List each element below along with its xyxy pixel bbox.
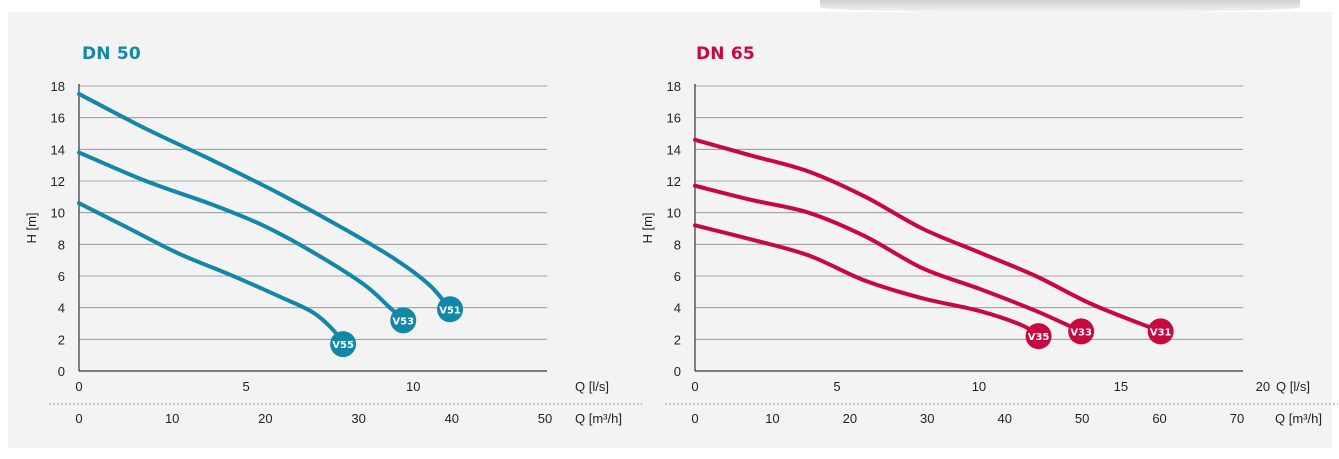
y-tick-label: 6 xyxy=(58,269,65,284)
x2-tick-label: 30 xyxy=(920,411,934,426)
y-tick-label: 8 xyxy=(674,237,681,252)
y-tick-label: 2 xyxy=(674,332,681,347)
y-tick-label: 16 xyxy=(667,111,681,126)
x2-tick-label: 50 xyxy=(538,411,552,426)
x2-tick-label: 60 xyxy=(1152,411,1166,426)
x-tick-label: 5 xyxy=(833,379,840,394)
x-tick-label: 10 xyxy=(972,379,986,394)
x2-tick-label: 10 xyxy=(765,411,779,426)
x2-tick-label: 30 xyxy=(351,411,365,426)
x2-tick-label: 50 xyxy=(1075,411,1089,426)
series-marker-v55 xyxy=(330,331,357,358)
y-tick-label: 10 xyxy=(667,206,681,221)
x2-tick-label: 0 xyxy=(75,411,82,426)
series-marker-v33 xyxy=(1068,318,1095,345)
x2-tick-label: 0 xyxy=(691,411,698,426)
y-tick-label: 12 xyxy=(667,174,681,189)
x-tick-label: 0 xyxy=(691,379,698,394)
y-tick-label: 12 xyxy=(51,174,65,189)
x-tick-label: 15 xyxy=(1114,379,1128,394)
x2-tick-label: 10 xyxy=(165,411,179,426)
series-label-v33: V33 xyxy=(1070,327,1092,338)
x2-tick-label: 70 xyxy=(1230,411,1244,426)
series-marker-v35 xyxy=(1025,323,1052,350)
x-tick-label: 0 xyxy=(75,379,82,394)
x-tick-label: 10 xyxy=(406,379,420,394)
y-tick-label: 18 xyxy=(667,79,681,94)
x2-tick-label: 20 xyxy=(258,411,272,426)
x2-axis-label: Q [m³/h] xyxy=(575,411,622,426)
y-tick-label: 4 xyxy=(58,301,65,316)
y-tick-label: 18 xyxy=(51,79,65,94)
x2-tick-label: 40 xyxy=(445,411,459,426)
series-line-v31 xyxy=(693,137,1163,334)
y-tick-label: 4 xyxy=(674,301,681,316)
series-line-v51 xyxy=(77,91,453,312)
y-tick-label: 0 xyxy=(58,364,65,379)
series-line-v53 xyxy=(77,150,406,323)
y-tick-label: 2 xyxy=(58,332,65,347)
x-tick-label: 20 xyxy=(1256,379,1270,394)
chart-title-dn50: DN 50 xyxy=(82,44,141,64)
y-axis-label: H [m] xyxy=(24,212,39,243)
y-tick-label: 0 xyxy=(674,364,681,379)
x2-tick-label: 20 xyxy=(843,411,857,426)
x2-axis-label: Q [m³/h] xyxy=(1275,411,1322,426)
y-tick-label: 6 xyxy=(674,269,681,284)
x-axis-label: Q [l/s] xyxy=(575,379,609,394)
series-label-v31: V31 xyxy=(1150,327,1172,338)
series-label-v53: V53 xyxy=(392,316,414,327)
x2-tick-label: 40 xyxy=(997,411,1011,426)
y-tick-label: 16 xyxy=(51,111,65,126)
series-label-v35: V35 xyxy=(1028,332,1050,343)
series-line-v35 xyxy=(693,223,1041,339)
series-label-v55: V55 xyxy=(332,340,354,351)
x-tick-label: 5 xyxy=(243,379,250,394)
chart-title-dn65: DN 65 xyxy=(696,44,755,64)
y-tick-label: 10 xyxy=(51,206,65,221)
chart-dn50: 0 2 4 6 8 10 12 14 16 18 H [m] 0 5 10 Q [l/s] 0 10 20 30 40… xyxy=(24,79,642,426)
series-line-v55 xyxy=(77,201,346,347)
chart-panel xyxy=(8,12,1332,448)
series-label-v51: V51 xyxy=(439,305,461,316)
series-line-v33 xyxy=(693,183,1084,334)
series-marker-v53 xyxy=(390,307,417,334)
series-marker-v31 xyxy=(1147,318,1174,345)
y-axis-label: H [m] xyxy=(640,212,655,243)
decorative-shadow xyxy=(820,0,1300,12)
x-axis-label: Q [l/s] xyxy=(1276,379,1310,394)
series-marker-v51 xyxy=(437,296,464,323)
y-tick-label: 14 xyxy=(51,142,65,157)
y-tick-label: 8 xyxy=(58,237,65,252)
y-tick-label: 14 xyxy=(667,142,681,157)
